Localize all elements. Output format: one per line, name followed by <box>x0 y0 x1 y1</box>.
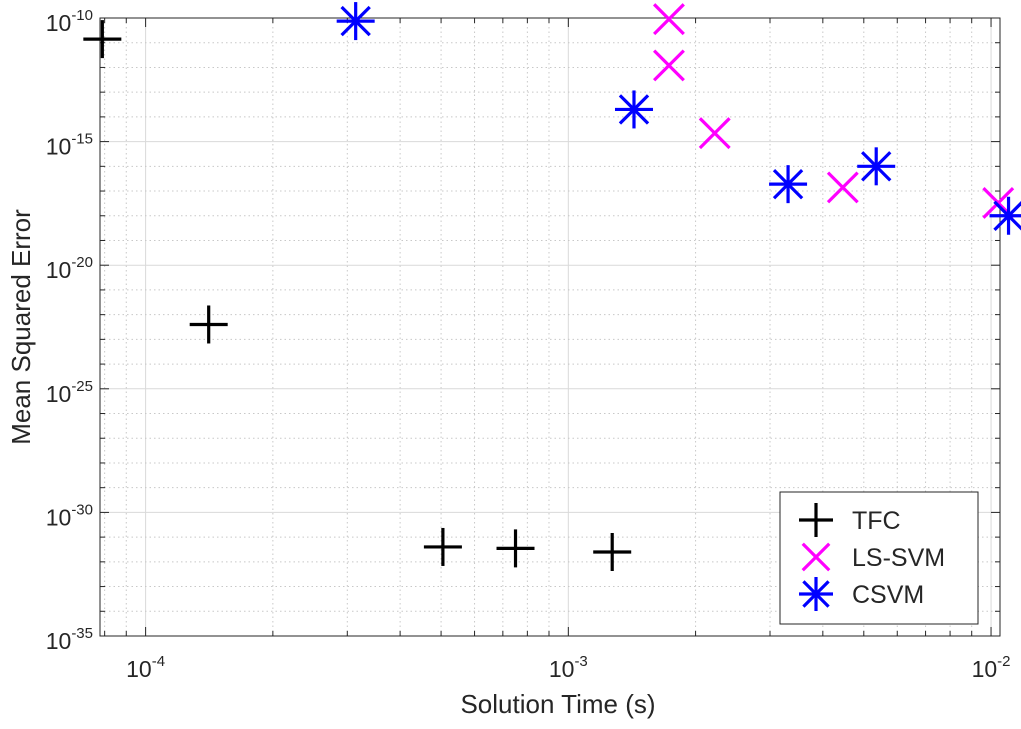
legend-item-tfc: TFC <box>799 503 901 537</box>
x-tick-label: 10-4 <box>126 653 165 682</box>
y-tick-label: 10-15 <box>46 131 93 160</box>
x-tick-labels: 10-4 10-3 10-2 <box>126 653 1010 682</box>
data-point-tfc <box>189 305 228 344</box>
data-point-ls-svm <box>653 3 685 36</box>
y-axis-title: Mean Squared Error <box>6 209 36 445</box>
data-point-ls-svm <box>698 117 731 150</box>
legend-marker-symbol-ls-svm <box>801 542 831 572</box>
legend-item-csvm: CSVM <box>799 577 924 611</box>
legend: TFC LS-SVM CSVM <box>779 491 979 625</box>
legend-item-ls-svm: LS-SVM <box>801 542 945 572</box>
data-point-tfc <box>496 529 535 568</box>
legend-marker-tfc <box>799 503 833 537</box>
legend-marker-symbol-csvm <box>799 577 833 611</box>
data-point-csvm <box>769 165 808 204</box>
plot-frame <box>99 17 1001 637</box>
x-axis-title: Solution Time (s) <box>460 689 655 719</box>
data-point-ls-svm <box>826 171 859 204</box>
axis-ticks <box>100 17 1000 637</box>
data-point-tfc <box>83 20 122 59</box>
data-point-tfc <box>423 527 462 566</box>
y-tick-label: 10-25 <box>46 378 93 407</box>
legend-marker-ls-svm <box>801 542 831 572</box>
y-tick-labels: 10-10 10-15 10-20 10-25 10-30 10-35 <box>46 7 93 654</box>
legend-marker-symbol-tfc <box>799 503 833 537</box>
y-tick-label: 10-30 <box>46 501 93 530</box>
data-point-tfc <box>593 533 632 572</box>
data-point-csvm <box>614 90 653 129</box>
x-tick-label: 10-2 <box>972 653 1011 682</box>
y-tick-label: 10-35 <box>46 625 93 654</box>
legend-marker-csvm <box>799 577 833 611</box>
data-point-csvm <box>336 2 375 41</box>
data-markers <box>83 2 1021 572</box>
data-point-csvm <box>989 196 1021 235</box>
legend-label-csvm: CSVM <box>852 581 924 609</box>
y-tick-label: 10-10 <box>46 7 93 36</box>
y-tick-label: 10-20 <box>46 254 93 283</box>
data-point-csvm <box>857 147 896 186</box>
x-tick-label: 10-3 <box>549 653 588 682</box>
data-point-ls-svm <box>653 49 685 82</box>
legend-label-tfc: TFC <box>852 507 901 535</box>
legend-label-ls-svm: LS-SVM <box>852 544 945 572</box>
